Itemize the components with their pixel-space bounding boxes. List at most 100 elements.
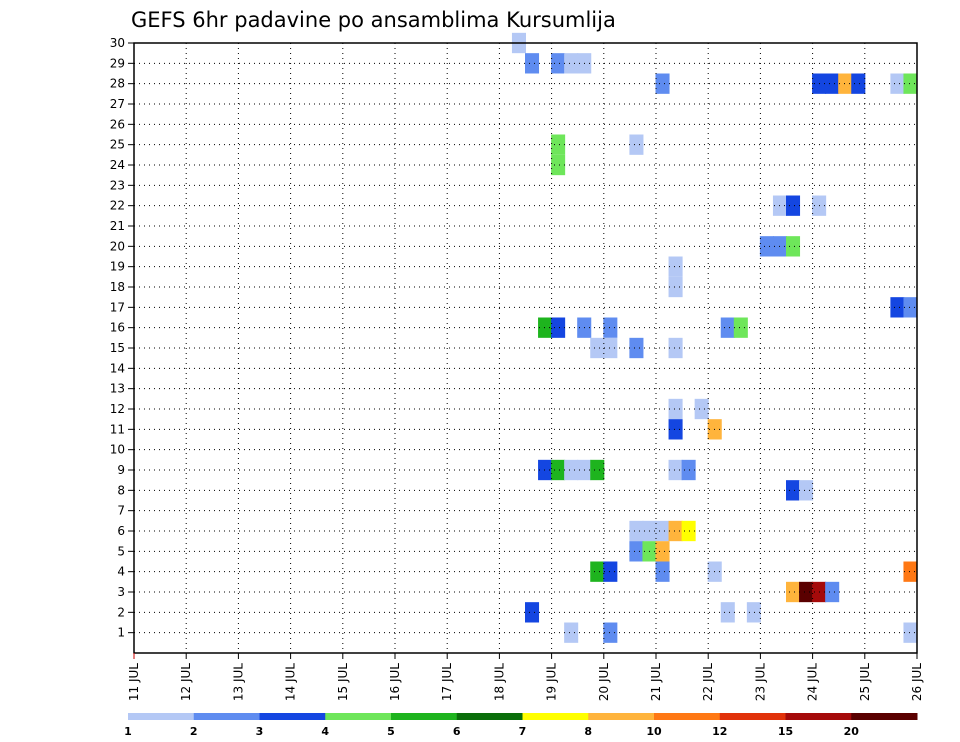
precip-cell [603, 561, 618, 582]
precip-cell [668, 256, 683, 277]
colorbar-label: 12 [712, 725, 727, 738]
precip-cell [668, 520, 683, 542]
precip-cell [629, 520, 644, 542]
precip-cell [720, 317, 735, 338]
precip-cell [603, 337, 618, 359]
colorbar-swatch [193, 713, 260, 720]
precip-cell [838, 73, 853, 94]
y-tick-label: 3 [117, 585, 125, 599]
y-tick-label: 21 [110, 219, 125, 233]
y-tick-label: 17 [110, 300, 125, 314]
colorbar-swatch [391, 713, 458, 720]
y-tick-label: 29 [110, 56, 125, 70]
precip-cell [538, 317, 553, 338]
x-tick-label: 20 JUL [597, 663, 611, 701]
precip-cell [786, 195, 801, 216]
colorbar-swatch [259, 713, 326, 720]
precip-cell [590, 561, 605, 582]
precip-cell [799, 480, 814, 501]
y-tick-label: 16 [110, 321, 125, 335]
colorbar-swatch [128, 713, 195, 720]
precip-cell [890, 73, 905, 94]
y-tick-label: 13 [110, 382, 125, 396]
precip-cell [655, 541, 670, 562]
y-tick-label: 4 [117, 565, 125, 579]
colorbar-swatch [325, 713, 392, 720]
precip-cell [590, 459, 605, 481]
x-tick-label: 19 JUL [545, 663, 559, 701]
precip-cell [786, 236, 801, 257]
y-tick-label: 19 [110, 260, 125, 274]
x-tick-label: 26 JUL [910, 663, 924, 701]
precip-cell [733, 317, 748, 338]
colorbar-swatch [851, 713, 918, 720]
x-tick-label: 13 JUL [231, 663, 245, 701]
precip-cell [538, 459, 553, 481]
precip-cell [720, 602, 735, 623]
colorbar-label: 10 [646, 725, 662, 738]
gridlines [134, 43, 917, 653]
precip-cell [629, 134, 644, 155]
precip-cell [551, 154, 566, 176]
y-tick-label: 12 [110, 402, 125, 416]
precip-cell [525, 602, 540, 623]
precip-cell [903, 622, 918, 643]
y-tick-label: 5 [117, 544, 125, 558]
colorbar-label: 8 [584, 725, 592, 738]
colorbar-label: 5 [387, 725, 395, 738]
precip-cell [903, 561, 918, 582]
precip-cell [551, 134, 566, 155]
y-tick-label: 11 [110, 422, 125, 436]
y-tick-label: 25 [110, 138, 125, 152]
x-tick-label: 21 JUL [649, 663, 663, 701]
precip-cell [629, 337, 644, 359]
precip-cell [681, 520, 696, 542]
y-tick-label: 30 [110, 36, 125, 50]
x-tick-label: 18 JUL [492, 663, 506, 701]
precipitation-cells [511, 32, 918, 643]
precip-cell [825, 581, 840, 603]
precip-cell [655, 73, 670, 94]
y-tick-label: 1 [117, 626, 125, 640]
y-tick-label: 6 [117, 524, 125, 538]
colorbar-swatch [456, 713, 523, 720]
precip-cell [851, 73, 866, 94]
y-tick-label: 22 [110, 199, 125, 213]
precip-cell [825, 73, 840, 94]
precip-cell [799, 581, 814, 603]
colorbar-label: 15 [778, 725, 793, 738]
y-axis: 1234567891011121314151617181920212223242… [110, 36, 134, 640]
y-tick-label: 15 [110, 341, 125, 355]
x-tick-label: 15 JUL [336, 663, 350, 701]
precip-cell [668, 459, 683, 481]
y-tick-label: 24 [110, 158, 125, 172]
x-tick-label: 24 JUL [806, 663, 820, 701]
precip-cell [668, 337, 683, 359]
precip-cell [746, 602, 761, 623]
colorbar-swatch [588, 713, 655, 720]
precip-cell [603, 317, 618, 338]
x-tick-label: 12 JUL [179, 663, 193, 701]
colorbar-swatch [785, 713, 852, 720]
y-tick-label: 14 [110, 361, 125, 375]
chart-title: GEFS 6hr padavine po ansamblima Kursumli… [131, 8, 616, 32]
colorbar-label: 1 [124, 725, 132, 738]
x-tick-label: 17 JUL [440, 663, 454, 701]
precip-cell [551, 459, 566, 481]
precip-cell [681, 459, 696, 481]
precip-cell [629, 541, 644, 562]
precip-cell [903, 297, 918, 318]
y-tick-label: 26 [110, 117, 125, 131]
precip-cell [551, 317, 566, 338]
precip-cell [525, 53, 540, 74]
colorbar-swatch [719, 713, 786, 720]
precip-cell [551, 53, 566, 74]
precip-cell [668, 398, 683, 420]
precip-cell [564, 53, 579, 74]
x-tick-label: 16 JUL [388, 663, 402, 701]
y-tick-label: 23 [110, 178, 125, 192]
precip-cell [603, 622, 618, 643]
precip-cell [668, 419, 683, 440]
precip-cell [759, 236, 774, 257]
